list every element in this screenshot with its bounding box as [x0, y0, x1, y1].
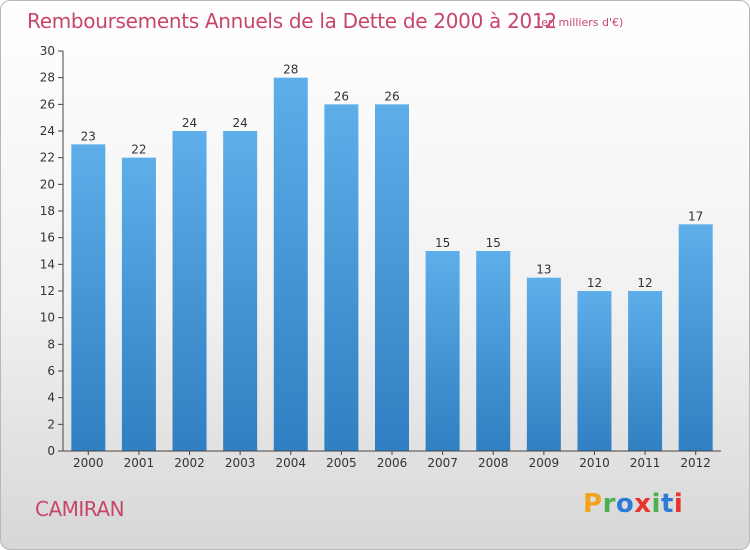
x-tick-label: 2006 — [377, 456, 408, 470]
bar-value-label: 26 — [334, 89, 349, 103]
bar-value-label: 24 — [182, 116, 197, 130]
bar-2008 — [476, 251, 511, 451]
logo-letter: i — [673, 489, 684, 519]
proxiti-logo: Proxiti — [583, 489, 683, 519]
bar-value-label: 28 — [283, 63, 298, 77]
y-tick-label: 8 — [47, 337, 55, 351]
y-tick-label: 14 — [40, 257, 55, 271]
x-tick-label: 2004 — [275, 456, 306, 470]
bar-2009 — [526, 277, 561, 451]
y-tick-label: 20 — [40, 177, 55, 191]
bar-2005 — [324, 104, 359, 451]
y-tick-label: 12 — [40, 284, 55, 298]
logo-letter: o — [615, 489, 635, 519]
logo-letter: P — [583, 489, 603, 519]
y-tick-label: 10 — [40, 311, 55, 325]
x-tick-label: 2011 — [630, 456, 661, 470]
bar-value-label: 17 — [688, 209, 703, 223]
bar-2001 — [121, 157, 156, 451]
bar-2003 — [223, 131, 258, 451]
x-axis: 2000 2001 2002 2003 2004 2005 2006 2007 2008 2009… — [63, 450, 721, 470]
x-tick-label: 2010 — [579, 456, 610, 470]
y-tick-label: 0 — [47, 444, 55, 458]
logo-letter: x — [634, 489, 652, 519]
bar-2007 — [425, 251, 460, 451]
bar-value-label: 12 — [637, 276, 652, 290]
x-tick-label: 2000 — [73, 456, 104, 470]
x-tick-label: 2002 — [174, 456, 205, 470]
x-tick-label: 2009 — [529, 456, 560, 470]
y-tick-label: 18 — [40, 204, 55, 218]
y-tick-label: 6 — [47, 364, 55, 378]
bar-value-label: 24 — [233, 116, 248, 130]
bar-value-label: 23 — [81, 129, 96, 143]
bar-2002 — [172, 131, 207, 451]
bar-2000 — [71, 144, 106, 452]
bars: 23 22 24 24 28 26 26 15 15 13 12 12 17 — [71, 63, 713, 452]
y-tick-label: 30 — [40, 44, 55, 58]
bar-2006 — [375, 104, 409, 451]
y-tick-label: 22 — [40, 151, 55, 165]
logo-letter: r — [602, 489, 616, 519]
y-tick-label: 2 — [47, 417, 55, 431]
bar-value-label: 22 — [131, 143, 146, 157]
logo-letter: t — [660, 489, 674, 519]
logo-letter: i — [651, 489, 661, 519]
y-tick-label: 28 — [40, 71, 55, 85]
x-tick-label: 2007 — [427, 456, 458, 470]
y-tick-label: 24 — [40, 124, 55, 138]
x-tick-label: 2001 — [124, 456, 155, 470]
bar-2004 — [273, 77, 308, 452]
y-tick-label: 26 — [40, 97, 55, 111]
commune-name: CAMIRAN — [35, 497, 125, 521]
x-tick-label: 2008 — [478, 456, 509, 470]
bar-2011 — [628, 291, 663, 451]
x-tick-label: 2012 — [680, 456, 711, 470]
bar-value-label: 15 — [486, 236, 501, 250]
chart-unit: (en milliers d'€) — [537, 16, 624, 29]
bar-value-label: 15 — [435, 236, 450, 250]
x-tick-label: 2005 — [326, 456, 357, 470]
y-tick-label: 4 — [47, 391, 55, 405]
bar-value-label: 12 — [587, 276, 602, 290]
bar-value-label: 13 — [536, 263, 551, 277]
y-tick-label: 16 — [40, 231, 55, 245]
chart-title: Remboursements Annuels de la Dette de 20… — [27, 9, 557, 33]
bar-2010 — [577, 291, 612, 451]
x-tick-label: 2003 — [225, 456, 256, 470]
bar-value-label: 26 — [384, 89, 399, 103]
bar-2012 — [678, 224, 713, 451]
